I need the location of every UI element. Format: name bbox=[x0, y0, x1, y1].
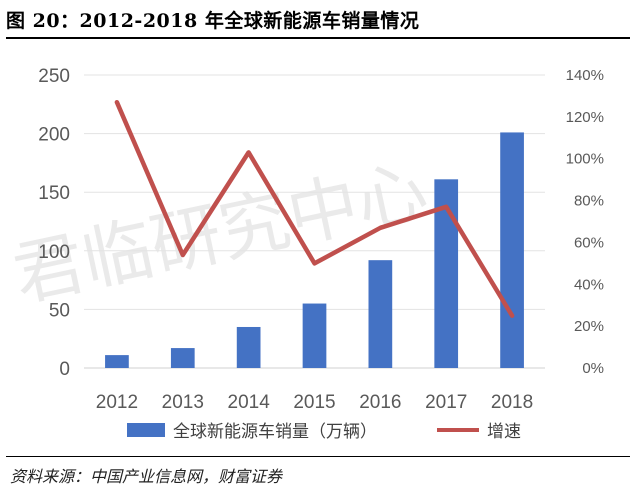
x-tick-label: 2017 bbox=[425, 392, 467, 413]
left-tick-label: 0 bbox=[59, 359, 70, 380]
bar-2014 bbox=[236, 326, 261, 368]
right-tick-label: 60% bbox=[574, 234, 604, 251]
left-axis-ticks: 0 50 100 150 200 250 bbox=[38, 66, 70, 380]
bar-2013 bbox=[170, 348, 195, 368]
right-tick-label: 40% bbox=[574, 276, 604, 293]
bar-2017 bbox=[434, 179, 459, 368]
left-tick-label: 100 bbox=[38, 242, 70, 263]
legend-bar-swatch bbox=[127, 423, 165, 437]
right-tick-label: 120% bbox=[566, 109, 604, 126]
right-tick-label: 100% bbox=[566, 151, 604, 168]
left-tick-label: 50 bbox=[49, 300, 70, 321]
x-tick-label: 2016 bbox=[359, 392, 401, 413]
x-tick-label: 2018 bbox=[491, 392, 533, 413]
right-axis-ticks: 0% 20% 40% 60% 80% 100% 120% 140% bbox=[566, 67, 604, 377]
right-tick-label: 0% bbox=[582, 360, 604, 377]
legend-bar-label: 全球新能源车销量（万辆） bbox=[173, 422, 377, 442]
source-note: 资料来源：中国产业信息网，财富证券 bbox=[10, 467, 283, 486]
left-tick-label: 250 bbox=[38, 66, 70, 87]
bar-2018 bbox=[500, 132, 524, 368]
x-axis-ticks: 2012 2013 2014 2015 2016 2017 2018 bbox=[96, 392, 533, 413]
source-rule bbox=[6, 456, 630, 457]
bar-2016 bbox=[368, 260, 393, 368]
x-tick-label: 2012 bbox=[96, 392, 138, 413]
legend: 全球新能源车销量（万辆） 增速 bbox=[127, 422, 521, 442]
left-tick-label: 200 bbox=[38, 125, 70, 146]
bar-series bbox=[105, 132, 524, 368]
figure-title: 图 20：2012-2018 年全球新能源车销量情况 bbox=[6, 10, 420, 32]
growth-line-series bbox=[114, 99, 515, 318]
right-tick-label: 140% bbox=[566, 67, 604, 84]
x-tick-label: 2015 bbox=[293, 392, 335, 413]
right-tick-label: 20% bbox=[574, 318, 604, 335]
bar-2012 bbox=[105, 355, 129, 368]
title-rule bbox=[6, 37, 630, 39]
growth-line bbox=[114, 99, 515, 318]
right-tick-label: 80% bbox=[574, 193, 604, 210]
bar-2015 bbox=[302, 303, 327, 368]
x-tick-label: 2013 bbox=[162, 392, 204, 413]
x-tick-label: 2014 bbox=[228, 392, 271, 413]
legend-line-label: 增速 bbox=[487, 422, 521, 442]
left-tick-label: 150 bbox=[38, 183, 70, 204]
